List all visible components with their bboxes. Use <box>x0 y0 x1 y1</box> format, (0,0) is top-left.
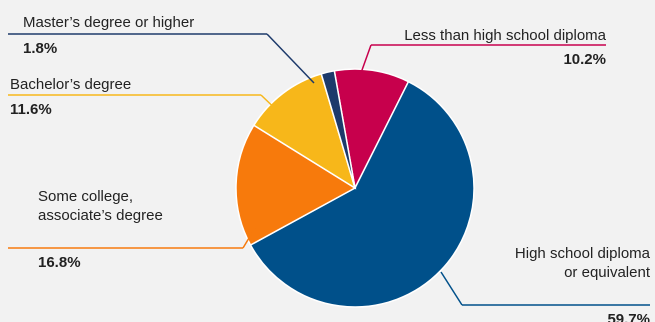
leader-line-some-college <box>242 227 256 249</box>
slice-value-some-college: 16.8% <box>38 254 81 271</box>
slice-label-masters-or-higher: Master’s degree or higher <box>23 14 194 31</box>
pie-slices <box>235 68 475 308</box>
slice-label-high-school: High school diploma <box>515 245 651 262</box>
leader-lines <box>8 33 650 306</box>
pie-slice-bachelors <box>252 72 357 190</box>
leader-line-bachelors <box>260 94 287 120</box>
slice-label-less-than-high-school: Less than high school diploma <box>404 27 606 44</box>
leader-line-high-school <box>440 271 463 306</box>
slice-label-some-college: associate’s degree <box>38 207 163 224</box>
pie-slice-masters-or-higher <box>320 69 356 189</box>
slice-value-less-than-high-school: 10.2% <box>563 51 606 68</box>
slice-value-bachelors: 11.6% <box>10 101 52 118</box>
slice-label-high-school: or equivalent <box>564 264 651 281</box>
leader-line-less-than-high-school <box>351 44 372 99</box>
slice-value-high-school: 59.7% <box>607 311 650 322</box>
slice-label-bachelors: Bachelor’s degree <box>10 76 131 93</box>
leader-line-masters-or-higher <box>266 33 315 84</box>
slice-value-masters-or-higher: 1.8% <box>23 40 57 57</box>
slice-label-some-college: Some college, <box>38 188 133 205</box>
slice-labels: Less than high school diploma 10.2% High s… <box>10 14 651 322</box>
pie-slice-high-school <box>249 80 475 308</box>
pie-slice-some-college <box>235 124 357 247</box>
pie-slice-less-than-high-school <box>333 68 410 191</box>
